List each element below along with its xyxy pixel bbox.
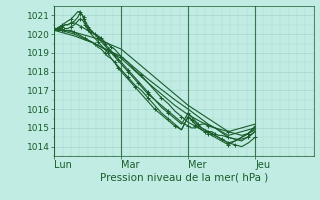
- X-axis label: Pression niveau de la mer( hPa ): Pression niveau de la mer( hPa ): [100, 173, 268, 183]
